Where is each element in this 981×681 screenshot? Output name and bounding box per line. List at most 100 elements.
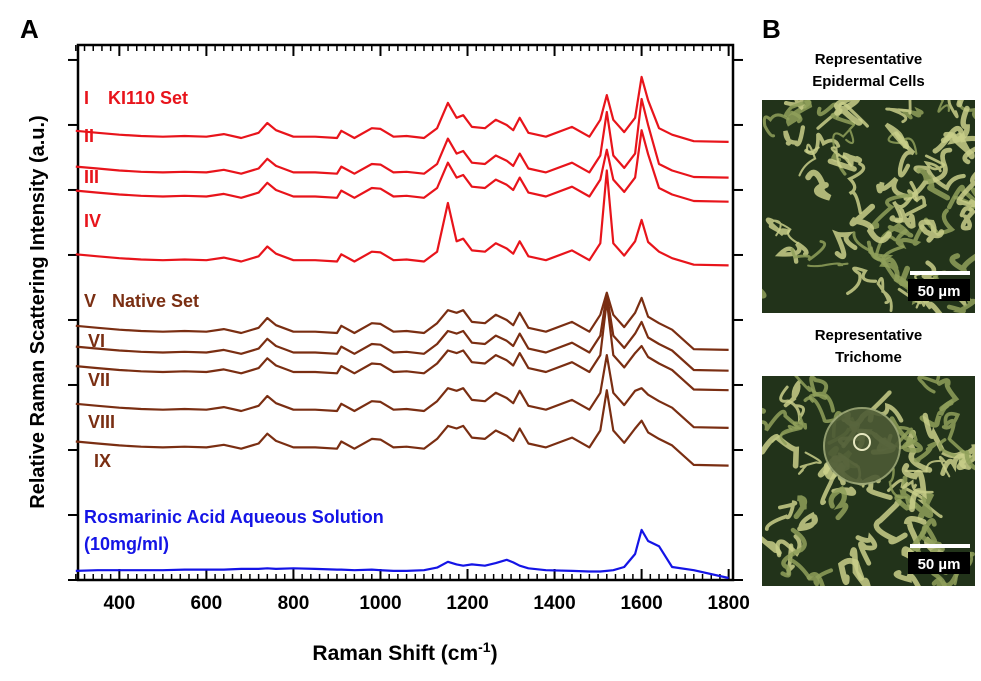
cell-wall [936, 378, 960, 411]
cell-wall [790, 240, 827, 262]
cell-wall [764, 500, 798, 531]
x-axis-title-sup: -1 [478, 639, 491, 655]
x-tick-label: 800 [278, 593, 310, 614]
spectrum [75, 389, 729, 467]
cell-wall [949, 253, 975, 275]
cell-wall [876, 276, 893, 313]
cell-wall [901, 462, 927, 513]
cell-wall [855, 532, 878, 566]
x-axis-title: Raman Shift (cm-1) [312, 639, 497, 665]
scale-box [908, 279, 970, 301]
trichome-core [853, 433, 871, 451]
cell-wall [762, 288, 767, 299]
cell-wall [884, 122, 910, 149]
series-label: II [84, 126, 94, 146]
annotation: KI110 Set [108, 88, 188, 108]
image-title: Representative [815, 327, 923, 344]
cell-wall [783, 100, 812, 124]
cell-wall [923, 154, 946, 173]
cell-wall [762, 409, 804, 432]
image-title: Trichome [835, 349, 902, 366]
spectrum [75, 291, 729, 351]
cell-wall [932, 125, 975, 154]
cell-wall [849, 547, 871, 586]
spectrum [75, 97, 729, 179]
cell-wall [807, 262, 849, 268]
cell-wall [783, 380, 802, 408]
cell-wall [956, 171, 975, 208]
x-tick-label: 1000 [359, 593, 401, 614]
cell-wall [831, 486, 857, 496]
cell-wall [887, 131, 918, 155]
cell-wall [806, 572, 825, 586]
spectrum [75, 528, 729, 580]
cell-wall [762, 113, 790, 138]
x-tick-label: 1600 [620, 593, 662, 614]
cell-wall [828, 485, 849, 521]
cell-wall [849, 203, 892, 244]
cell-wall [962, 146, 975, 165]
series-label: VII [88, 370, 110, 390]
x-tick-label: 1800 [708, 593, 750, 614]
cell-wall [940, 453, 973, 476]
scale-label: 50 µm [918, 283, 961, 300]
cell-wall [786, 100, 813, 127]
x-axis-title-text: Raman Shift (cm [312, 642, 478, 665]
cell-wall [918, 219, 945, 243]
cell-wall [832, 229, 858, 260]
cell-wall [876, 176, 909, 199]
micrograph-texture [762, 100, 975, 313]
x-tick-label: 1200 [446, 593, 488, 614]
cell-wall [832, 123, 856, 155]
cell-wall [895, 224, 925, 250]
cell-wall [889, 208, 916, 229]
scale-box [908, 552, 970, 574]
cell-wall [793, 495, 808, 520]
cell-wall [893, 570, 921, 586]
spectrum [75, 354, 729, 429]
cell-wall [916, 167, 951, 201]
cell-wall [773, 219, 799, 245]
cell-wall [847, 162, 866, 215]
spectrum [75, 129, 729, 203]
image-title: Representative [815, 51, 923, 68]
cell-wall [805, 169, 832, 201]
series-label: VI [88, 331, 105, 351]
spectrum [75, 292, 729, 372]
cell-wall [797, 511, 818, 532]
series-label: Rosmarinic Acid Aqueous Solution [84, 507, 384, 527]
cell-wall [889, 416, 923, 453]
x-tick-label: 400 [103, 593, 135, 614]
cell-wall [947, 100, 959, 119]
cell-wall [919, 518, 945, 552]
spectrum [75, 169, 729, 267]
image-title: Epidermal Cells [812, 73, 925, 90]
panel-label: B [762, 14, 781, 44]
cell-wall [898, 106, 924, 120]
cell-wall [783, 125, 806, 147]
cell-wall [794, 376, 828, 403]
cell-wall [779, 415, 808, 446]
cell-wall [964, 450, 975, 471]
cell-wall [895, 426, 918, 450]
cell-wall [892, 189, 918, 224]
cell-wall [762, 536, 782, 556]
x-tick-label: 1400 [533, 593, 575, 614]
cell-wall [765, 217, 791, 237]
y-axis-title: Relative Raman Scattering Intensity (a.u… [27, 115, 49, 508]
cell-wall [827, 152, 863, 172]
cell-wall [946, 184, 975, 210]
spectrum [75, 75, 729, 143]
cell-wall [797, 451, 822, 475]
cell-wall [846, 266, 878, 296]
cell-wall [885, 100, 912, 124]
x-tick-label: 600 [191, 593, 223, 614]
micrograph-texture [762, 376, 975, 586]
annotation: (10mg/ml) [84, 534, 169, 554]
cell-wall [913, 165, 966, 192]
cell-wall [762, 433, 800, 469]
trichome [823, 407, 901, 485]
cell-wall [917, 376, 941, 394]
cell-wall [775, 534, 802, 558]
